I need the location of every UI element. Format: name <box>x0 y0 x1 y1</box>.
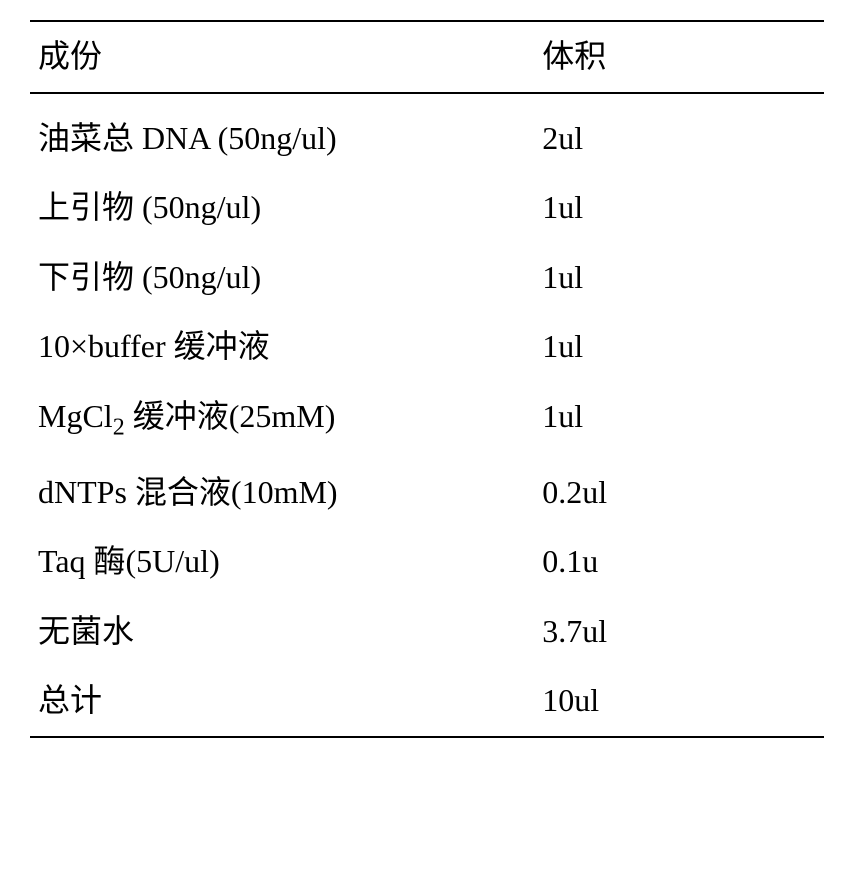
table-row: 10×buffer 缓冲液 1ul <box>30 312 824 382</box>
table-row: dNTPs 混合液(10mM) 0.2ul <box>30 458 824 528</box>
volume-cell: 10ul <box>522 680 824 722</box>
table-header-row: 成份 体积 <box>30 20 824 94</box>
pcr-reagent-table: 成份 体积 油菜总 DNA (50ng/ul) 2ul 上引物 (50ng/ul… <box>30 20 824 738</box>
component-cell: MgCl2 缓冲液(25mM) <box>30 396 522 444</box>
table-row: MgCl2 缓冲液(25mM) 1ul <box>30 382 824 458</box>
volume-cell: 1ul <box>522 187 824 229</box>
volume-cell: 0.1u <box>522 541 824 583</box>
header-component-label: 成份 <box>30 36 522 78</box>
volume-cell: 1ul <box>522 326 824 368</box>
component-cell: 无菌水 <box>30 611 522 653</box>
component-cell: Taq 酶(5U/ul) <box>30 541 522 583</box>
volume-cell: 1ul <box>522 396 824 444</box>
component-cell: dNTPs 混合液(10mM) <box>30 472 522 514</box>
volume-cell: 2ul <box>522 118 824 160</box>
table-body: 油菜总 DNA (50ng/ul) 2ul 上引物 (50ng/ul) 1ul … <box>30 94 824 738</box>
table-row-total: 总计 10ul <box>30 666 824 738</box>
volume-cell: 3.7ul <box>522 611 824 653</box>
header-volume-label: 体积 <box>522 36 824 78</box>
table-row: 下引物 (50ng/ul) 1ul <box>30 243 824 313</box>
table-row: 上引物 (50ng/ul) 1ul <box>30 173 824 243</box>
volume-cell: 0.2ul <box>522 472 824 514</box>
component-cell: 上引物 (50ng/ul) <box>30 187 522 229</box>
component-cell: 油菜总 DNA (50ng/ul) <box>30 118 522 160</box>
component-cell: 下引物 (50ng/ul) <box>30 257 522 299</box>
component-cell: 总计 <box>30 680 522 722</box>
volume-cell: 1ul <box>522 257 824 299</box>
table-row: 无菌水 3.7ul <box>30 597 824 667</box>
table-row: Taq 酶(5U/ul) 0.1u <box>30 527 824 597</box>
component-cell: 10×buffer 缓冲液 <box>30 326 522 368</box>
table-row: 油菜总 DNA (50ng/ul) 2ul <box>30 104 824 174</box>
